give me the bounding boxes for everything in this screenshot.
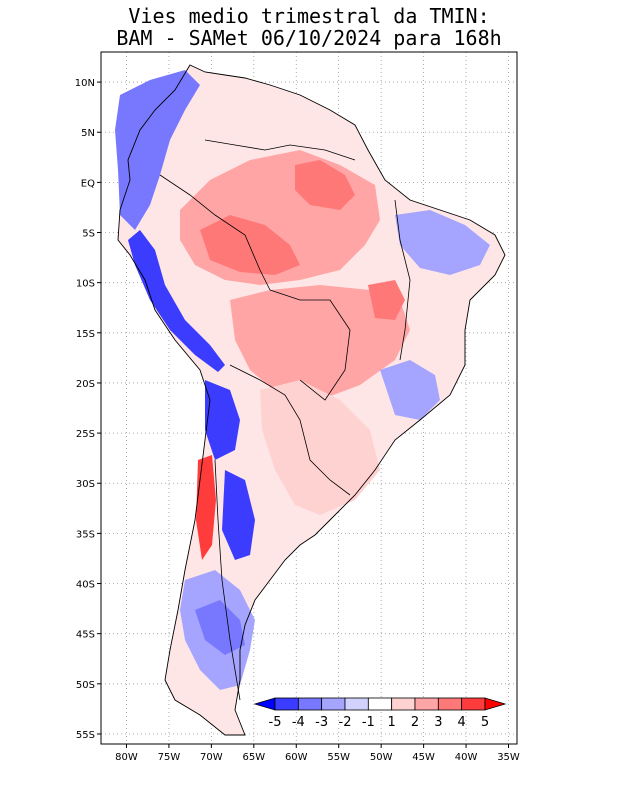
latitude-ticks: 10N 5N EQ 5S 10S 15S 20S 25S 30S 35S 40S 45S 50S 55S bbox=[75, 78, 101, 741]
lat-tick-label: 10N bbox=[75, 78, 95, 89]
colorbar-segment bbox=[414, 697, 439, 711]
colorbar-label: 4 bbox=[458, 715, 466, 730]
lon-tick-label: 70W bbox=[200, 752, 223, 763]
lat-tick-label: 50S bbox=[76, 680, 95, 691]
cold-bias-atacama bbox=[205, 380, 240, 460]
cold-bias-patagonia-core bbox=[195, 600, 245, 655]
warm-bias-central-brazil bbox=[230, 285, 410, 400]
lat-tick-label: 45S bbox=[76, 630, 95, 641]
lat-tick-label: 20S bbox=[76, 379, 95, 390]
colorbar-high-arrow bbox=[484, 697, 507, 711]
lon-tick-label: 40W bbox=[455, 752, 478, 763]
lon-tick-label: 55W bbox=[327, 752, 350, 763]
lat-tick-label: 5N bbox=[81, 128, 95, 139]
warm-bias-chile-strip bbox=[196, 455, 216, 560]
lat-tick-label: EQ bbox=[81, 178, 95, 189]
colorbar-segment bbox=[391, 697, 416, 711]
colorbar-segment bbox=[344, 697, 369, 711]
chart-title-line-1: Vies medio trimestral da TMIN: bbox=[128, 4, 490, 28]
lat-tick-label: 55S bbox=[76, 730, 95, 741]
country-borders bbox=[159, 139, 411, 701]
lat-tick-label: 35S bbox=[76, 529, 95, 540]
map-frame bbox=[100, 51, 518, 745]
warm-bias-chaco bbox=[260, 380, 380, 515]
colorbar-label: 3 bbox=[434, 715, 442, 730]
lon-tick-label: 35W bbox=[497, 752, 520, 763]
cold-bias-colombia bbox=[115, 70, 200, 230]
lon-tick-label: 75W bbox=[158, 752, 181, 763]
coastline bbox=[117, 64, 506, 736]
colorbar-label: 2 bbox=[411, 715, 419, 730]
lon-tick-label: 60W bbox=[285, 752, 308, 763]
warm-bias-goias bbox=[368, 280, 405, 320]
lon-tick-label: 45W bbox=[412, 752, 435, 763]
cold-bias-argentina bbox=[222, 470, 255, 560]
lon-tick-label: 80W bbox=[115, 752, 138, 763]
cold-bias-southeast bbox=[380, 360, 440, 420]
lat-tick-label: 30S bbox=[76, 479, 95, 490]
cold-bias-northeast bbox=[395, 210, 490, 275]
longitude-ticks: 80W 75W 70W 65W 60W 55W 50W 45W 40W 35W bbox=[115, 744, 520, 763]
warm-bias-amazon-core bbox=[200, 215, 300, 275]
lat-tick-label: 15S bbox=[76, 329, 95, 340]
colorbar-label: -4 bbox=[292, 715, 305, 730]
colorbar-segment bbox=[321, 697, 346, 711]
colorbar-segment bbox=[367, 697, 393, 711]
colorbar-label: -2 bbox=[339, 715, 352, 730]
lon-tick-label: 50W bbox=[370, 752, 393, 763]
lat-tick-label: 40S bbox=[76, 580, 95, 591]
colorbar-label: -3 bbox=[315, 715, 328, 730]
colorbar-segment bbox=[461, 697, 486, 711]
lat-tick-label: 10S bbox=[76, 279, 95, 290]
colorbar-label: -5 bbox=[269, 715, 282, 730]
colorbar: -5 -4 -3 -2 -1 1 2 3 4 5 bbox=[253, 697, 507, 730]
south-america-map bbox=[115, 64, 506, 736]
colorbar-label: -1 bbox=[362, 715, 375, 730]
colorbar-segment bbox=[437, 697, 463, 711]
colorbar-label: 1 bbox=[388, 715, 396, 730]
chart-title-line-2: BAM - SAMet 06/10/2024 para 168h bbox=[116, 26, 502, 50]
warm-bias-north bbox=[295, 160, 355, 210]
colorbar-label: 5 bbox=[481, 715, 489, 730]
lat-tick-label: 5S bbox=[82, 229, 95, 240]
colorbar-segment bbox=[274, 697, 299, 711]
colorbar-segment bbox=[297, 697, 323, 711]
colorbar-low-arrow bbox=[253, 697, 276, 711]
cold-bias-andes bbox=[128, 230, 225, 372]
lon-tick-label: 65W bbox=[243, 752, 266, 763]
lat-tick-label: 25S bbox=[76, 429, 95, 440]
